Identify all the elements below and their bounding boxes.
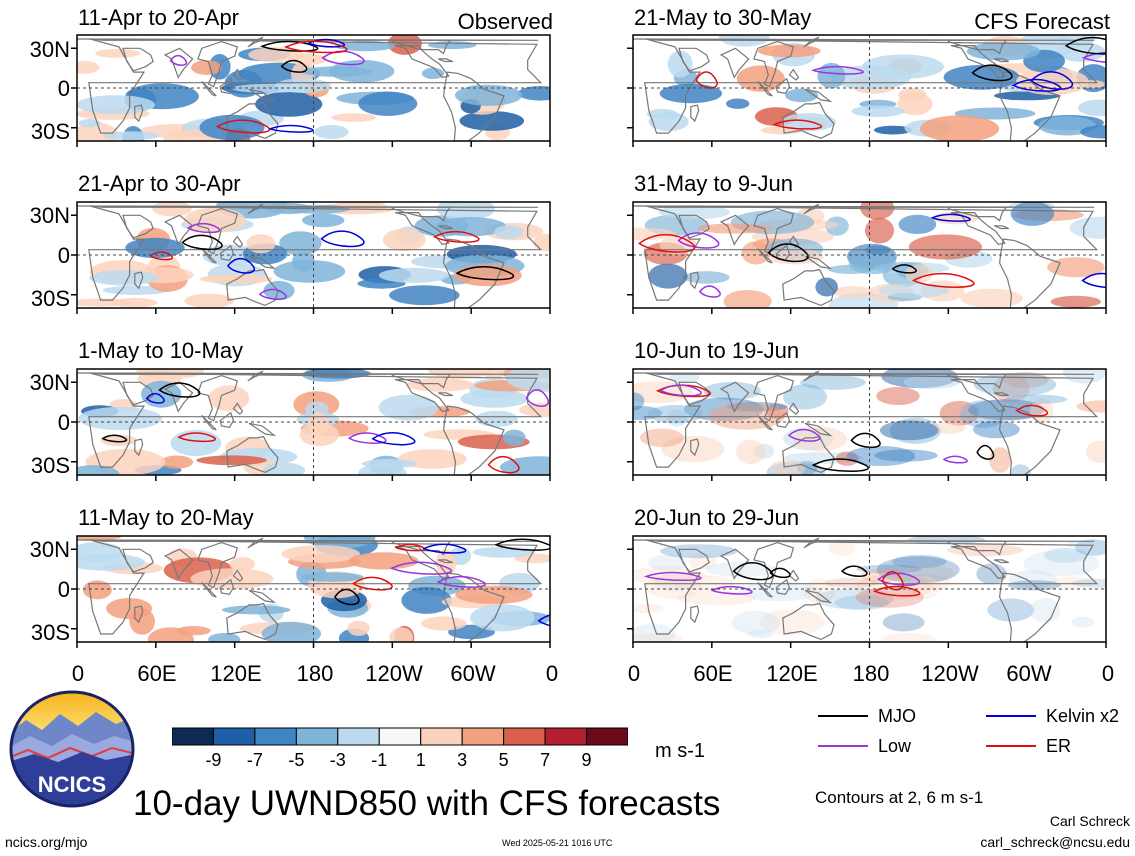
colorbar-swatch <box>172 727 214 746</box>
footer-url: ncics.org/mjo <box>5 834 88 850</box>
colorbar-swatch <box>378 727 422 746</box>
map-panel <box>71 368 551 481</box>
colorbar-swatch <box>212 727 256 746</box>
lon-label-0-right-end: 0 <box>1101 661 1115 686</box>
lat-label-30s: 30S <box>30 620 70 645</box>
map-panel <box>627 535 1107 648</box>
panel-title-7: 10-Jun to 19-Jun <box>634 338 800 363</box>
map-panel <box>71 201 551 314</box>
colorbar-tick-label: 3 <box>457 750 468 770</box>
lat-label-30s: 30S <box>30 286 70 311</box>
colorbar-tick-label: -7 <box>246 750 263 770</box>
lat-label-30n: 30N <box>29 37 70 62</box>
main-title: 10-day UWND850 with CFS forecasts <box>133 784 721 823</box>
lon-label-120e-left: 120E <box>210 661 262 686</box>
legend-line-mjo <box>818 715 868 717</box>
ncics-logo: NCICS <box>9 690 135 808</box>
lon-label-0-right: 0 <box>627 661 641 686</box>
panel-title-3: 1-May to 10-May <box>78 338 244 363</box>
colorbar-swatch <box>503 727 546 746</box>
colorbar-swatch <box>295 727 339 746</box>
panel-tag-forecast: CFS Forecast <box>974 9 1110 34</box>
lat-label-30n: 30N <box>29 370 70 395</box>
map-panel <box>627 34 1107 147</box>
colorbar-swatch <box>420 727 463 746</box>
lon-label-120w-left: 120W <box>365 661 423 686</box>
lon-label-180-right: 180 <box>852 661 890 686</box>
lat-label-eq: 0 <box>57 243 70 268</box>
colorbar-tick-label: -1 <box>371 750 388 770</box>
lat-label-30n: 30N <box>29 537 70 562</box>
colorbar-tick-label: 1 <box>415 750 426 770</box>
lon-label-60e-left: 60E <box>137 661 177 686</box>
panel-title-4: 11-May to 20-May <box>78 505 254 530</box>
colorbar-tick-label: 5 <box>498 750 509 770</box>
lon-label-0-left-end: 0 <box>545 661 559 686</box>
colorbar-tick-label: 7 <box>540 750 551 770</box>
colorbar-swatch <box>461 727 505 746</box>
lon-label-60w-left: 60W <box>450 661 496 686</box>
map-panel <box>627 368 1107 481</box>
footer-email: carl_schreck@ncsu.edu <box>980 834 1130 850</box>
contours-note: Contours at 2, 6 m s-1 <box>815 788 984 807</box>
lon-label-180-left: 180 <box>296 661 334 686</box>
lat-label-30s: 30S <box>30 119 70 144</box>
panel-title-2: 21-Apr to 30-Apr <box>78 171 241 196</box>
footer-author: Carl Schreck <box>1049 813 1130 829</box>
lon-label-120e-right: 120E <box>766 661 818 686</box>
panel-tag-observed: Observed <box>457 9 553 34</box>
panel-title-1: 11-Apr to 20-Apr <box>78 5 240 30</box>
legend-label-kelvin: Kelvin x2 <box>1046 706 1120 726</box>
map-panel <box>627 201 1107 314</box>
colorbar-tick-label: -3 <box>329 750 346 770</box>
legend-label-er: ER <box>1046 736 1072 756</box>
legend-label-low: Low <box>878 736 912 756</box>
legend-line-kelvin <box>986 715 1036 717</box>
panel-title-8: 20-Jun to 29-Jun <box>634 505 800 530</box>
legend-label-mjo: MJO <box>878 706 916 726</box>
legend-line-low <box>818 745 868 747</box>
lat-label-eq: 0 <box>57 410 70 435</box>
footer-timestamp: Wed 2025-05-21 1016 UTC <box>502 838 613 848</box>
map-panels <box>71 34 1107 648</box>
lat-label-eq: 0 <box>57 577 70 602</box>
lon-label-60w-right: 60W <box>1006 661 1052 686</box>
colorbar-tick-label: 9 <box>581 750 592 770</box>
colorbar-tick-label: -9 <box>205 750 222 770</box>
lon-label-0-left: 0 <box>71 661 85 686</box>
panel-title-5: 21-May to 30-May <box>634 5 812 30</box>
logo-text: NCICS <box>38 772 106 797</box>
colorbar-swatch <box>586 727 628 746</box>
colorbar-tick-label: -5 <box>288 750 305 770</box>
colorbar <box>172 727 628 746</box>
lon-label-60e-right: 60E <box>693 661 733 686</box>
colorbar-swatch <box>337 727 380 746</box>
lat-label-30s: 30S <box>30 453 70 478</box>
map-panel <box>71 535 551 648</box>
colorbar-units: m s-1 <box>655 740 705 762</box>
map-panel <box>71 34 551 147</box>
panel-title-6: 31-May to 9-Jun <box>634 171 793 196</box>
colorbar-swatch <box>254 727 297 746</box>
lon-label-120w-right: 120W <box>921 661 979 686</box>
lat-label-eq: 0 <box>57 76 70 101</box>
legend-line-er <box>986 745 1036 747</box>
colorbar-swatch <box>544 727 588 746</box>
lat-label-30n: 30N <box>29 203 70 228</box>
